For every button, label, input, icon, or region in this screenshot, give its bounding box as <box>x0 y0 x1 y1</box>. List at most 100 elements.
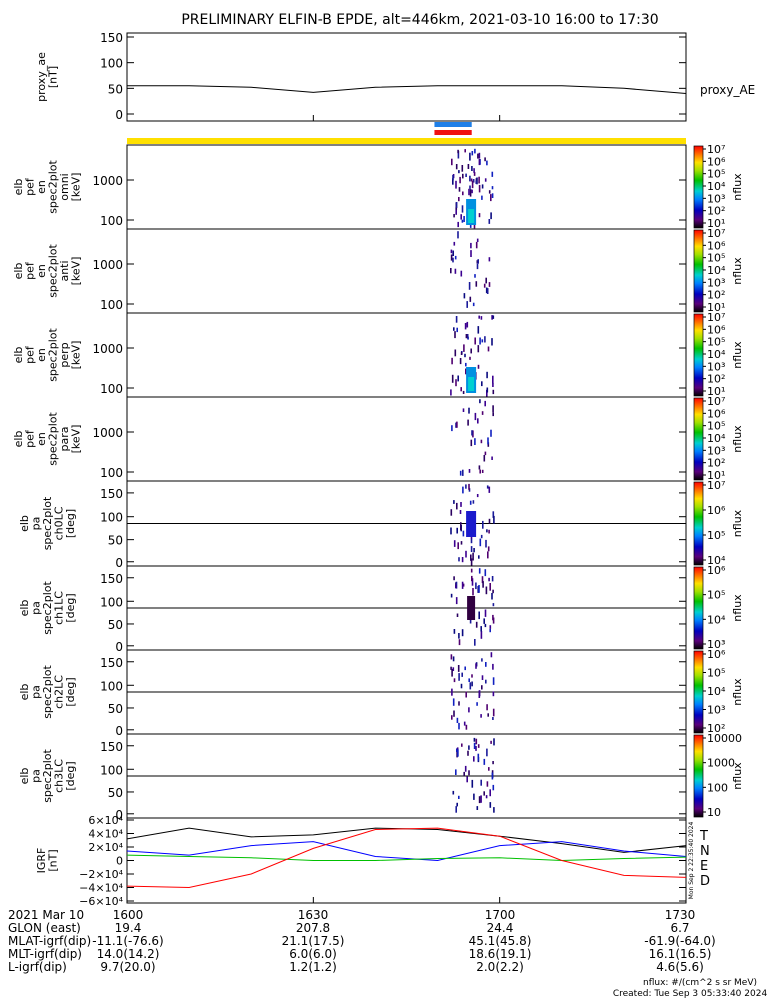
igrf-tick-label: −6×10⁴ <box>79 895 123 908</box>
spectrogram-pixel <box>465 362 467 367</box>
spectrogram-pixel <box>470 568 473 573</box>
ylabel-line: IGRF <box>35 848 48 874</box>
spectrogram-pixel <box>487 346 490 352</box>
spectrogram-pixel <box>478 465 481 470</box>
spectrogram-pixel <box>481 685 483 690</box>
igrf-tick-label: 6×10⁴ <box>88 814 123 827</box>
spectrogram-pixel <box>454 349 457 357</box>
colorbar-label: 10² <box>707 289 725 302</box>
spectrogram-pixel <box>472 500 475 504</box>
spectrogram-pixel <box>480 626 482 632</box>
spectrogram-pixel <box>452 178 454 185</box>
spectrogram-pixel <box>461 165 464 172</box>
spectrogram-pixel <box>480 779 482 786</box>
ylabel-line: spec2plot <box>47 244 60 298</box>
spectrogram-pixel <box>450 268 452 274</box>
colorbar-label: 10⁵ <box>707 667 725 680</box>
tick-label: 1000 <box>92 426 123 440</box>
colorbar-label: 10⁷ <box>707 143 725 156</box>
spectrogram-pixel <box>481 381 483 387</box>
spectrogram-pixel <box>491 193 494 198</box>
footer-cell: 19.4 <box>115 921 142 935</box>
spectrogram-pixel <box>463 721 466 726</box>
colorbar-label: 10¹ <box>707 385 725 398</box>
spectrogram-pixel <box>457 150 460 159</box>
spectrogram-pixel <box>478 796 481 804</box>
spectrogram-pixel <box>472 302 475 307</box>
spectrogram-pixel <box>473 742 476 749</box>
footer-cell: 16.1(16.5) <box>649 947 712 961</box>
spectrogram-pixel <box>479 399 481 404</box>
colorbar-unit: nflux <box>731 341 744 369</box>
flux-core-bright <box>468 377 475 391</box>
spectrogram-pixel <box>465 550 467 558</box>
ylabel-line: perp <box>58 342 71 367</box>
spectrogram-pixel <box>454 268 457 274</box>
spectrogram-pixel <box>486 387 489 393</box>
colorbar-label: 10⁶ <box>707 239 726 252</box>
spectrogram-pixel <box>489 583 491 591</box>
spectrogram-pixel <box>460 683 463 689</box>
ylabel-line: [keV] <box>70 257 83 286</box>
spectrogram-pixel <box>491 186 494 190</box>
spectrogram-pixel <box>468 707 470 713</box>
footer-cell: MLT-igrf(dip) <box>8 947 82 961</box>
spectrogram-pixel <box>461 743 463 747</box>
created-stamp: Created: Tue Sep 3 05:33:40 2024 <box>613 989 768 999</box>
colorbar-perp <box>693 313 704 397</box>
footer-cell: 6.7 <box>670 921 689 935</box>
ylabel-line: pa <box>29 601 42 615</box>
spectrogram-pixel <box>465 691 467 698</box>
tick-label: 100 <box>100 466 123 480</box>
spectrogram-pixel <box>471 151 474 156</box>
spectrogram-pixel <box>476 806 479 810</box>
spectrogram-pixel <box>474 639 476 646</box>
spectrogram-pixel <box>459 470 462 476</box>
spectrogram-pixel <box>452 698 455 706</box>
ylabel-line: pa <box>29 769 42 783</box>
colorbar-label: 10¹ <box>707 301 725 314</box>
colorbar-unit: nflux <box>731 762 744 790</box>
spectrogram-pixel <box>484 157 486 162</box>
spectrogram-pixel <box>453 214 455 218</box>
spectrogram-pixel <box>453 500 455 504</box>
spectrogram-pixel <box>461 581 464 589</box>
colorbar-label: 10⁵ <box>707 168 725 181</box>
spectrogram-pixel <box>487 546 490 552</box>
colorbar-label: 10⁴ <box>707 554 726 567</box>
spectrogram-pixel <box>455 584 457 589</box>
spectrogram-pixel <box>462 191 464 196</box>
spectrogram-pixel <box>475 180 477 184</box>
spectrogram-pixel <box>459 176 461 184</box>
spectrogram-pixel <box>485 795 488 799</box>
spectrogram-pixel <box>488 257 491 262</box>
igrf-legend-E: E <box>700 859 708 874</box>
spectrogram-pixel <box>456 802 458 807</box>
spectrogram-pixel <box>482 581 484 588</box>
spectrogram-pixel <box>470 242 472 249</box>
spectrogram-pixel <box>481 195 483 200</box>
spectrogram-pixel <box>490 652 493 658</box>
spectrogram-pixel <box>470 554 472 561</box>
ylabel-line: pef <box>24 429 37 448</box>
spectrogram-pixel <box>476 263 479 270</box>
colorbar-label: 10⁶ <box>707 155 726 168</box>
spectrogram-pixel <box>468 407 470 414</box>
colorbar-label: 10⁶ <box>707 407 726 420</box>
spectrogram-pixel <box>475 621 478 628</box>
spectrogram-pixel <box>493 515 495 524</box>
spectrogram-pixel <box>458 197 460 202</box>
tick-label: 1000 <box>92 174 123 188</box>
footer-cell: 1630 <box>298 908 329 922</box>
spectrogram-pixel <box>466 321 469 328</box>
spectrogram-pixel <box>487 713 489 717</box>
zone-red-bar <box>434 130 472 135</box>
spectrogram-pixel <box>477 418 479 424</box>
colorbar-ch0LC <box>693 481 704 566</box>
spectrogram-pixel <box>456 502 458 510</box>
spectrogram-pixel <box>488 529 490 534</box>
colorbar-label: 10² <box>707 457 725 470</box>
spectrogram-pixel <box>475 281 478 287</box>
spectrogram-pixel <box>492 315 495 319</box>
spectrogram-pixel <box>483 455 486 462</box>
